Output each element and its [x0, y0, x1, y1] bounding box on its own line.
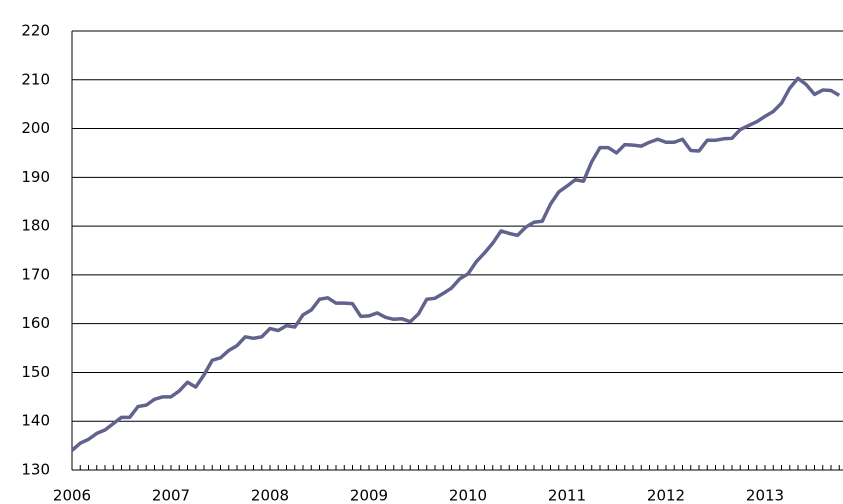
- x-tick-label: 2012: [647, 487, 685, 504]
- y-tick-label: 130: [21, 461, 50, 479]
- x-tick-label: 2013: [746, 487, 784, 504]
- y-tick-label: 160: [21, 314, 50, 332]
- y-tick-label: 180: [21, 217, 50, 235]
- x-tick-label: 2007: [152, 487, 190, 504]
- y-tick-label: 140: [21, 412, 50, 430]
- x-tick-label: 2008: [251, 487, 289, 504]
- y-tick-label: 220: [21, 22, 50, 40]
- x-tick-label: 2011: [548, 487, 586, 504]
- x-tick-label: 2010: [449, 487, 487, 504]
- x-tick-label: 2006: [53, 487, 91, 504]
- y-tick-label: 170: [21, 265, 50, 283]
- y-tick-label: 190: [21, 168, 50, 186]
- y-tick-label: 150: [21, 363, 50, 381]
- data-line: [70, 76, 841, 452]
- x-tick-label: 2009: [350, 487, 388, 504]
- y-tick-label: 200: [21, 119, 50, 137]
- y-tick-label: 210: [21, 70, 50, 88]
